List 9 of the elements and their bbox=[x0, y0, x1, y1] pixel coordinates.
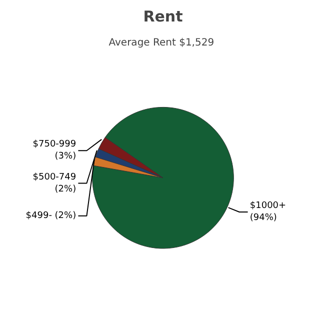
slice-label: $499- (2%) bbox=[26, 210, 76, 221]
chart-subtitle: Average Rent $1,529 bbox=[108, 38, 214, 48]
slice-label: $750-999 bbox=[32, 140, 76, 150]
slice-label: $500-749 bbox=[32, 172, 76, 182]
slice-label: $1000+ bbox=[250, 201, 286, 212]
chart-title: Rent bbox=[143, 8, 183, 26]
data-label: (94%) bbox=[250, 213, 277, 224]
data-label: (3%) bbox=[54, 152, 76, 162]
data-label: (2%) bbox=[54, 184, 76, 194]
